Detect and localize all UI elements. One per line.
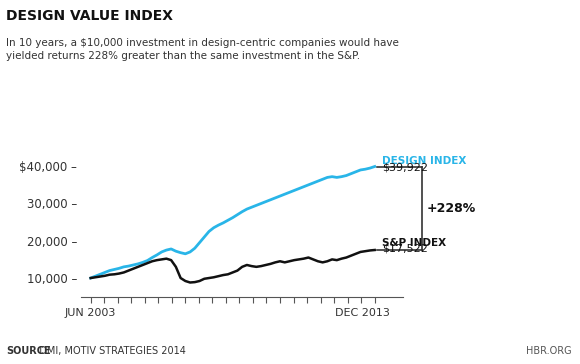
- Text: In 10 years, a $10,000 investment in design-centric companies would have
yielded: In 10 years, a $10,000 investment in des…: [6, 38, 398, 62]
- Text: S&P INDEX: S&P INDEX: [382, 238, 446, 248]
- Text: $17,522: $17,522: [382, 244, 427, 254]
- Text: JUN 2003: JUN 2003: [65, 308, 117, 318]
- Text: $39,922: $39,922: [382, 162, 428, 172]
- Text: +228%: +228%: [427, 202, 476, 215]
- Text: DESIGN VALUE INDEX: DESIGN VALUE INDEX: [6, 9, 173, 23]
- Text: SOURCE: SOURCE: [6, 346, 50, 356]
- Text: HBR.ORG: HBR.ORG: [525, 346, 571, 356]
- Text: DESIGN INDEX: DESIGN INDEX: [382, 156, 466, 166]
- Text: DMI, MOTIV STRATEGIES 2014: DMI, MOTIV STRATEGIES 2014: [33, 346, 186, 356]
- Text: DEC 2013: DEC 2013: [335, 308, 390, 318]
